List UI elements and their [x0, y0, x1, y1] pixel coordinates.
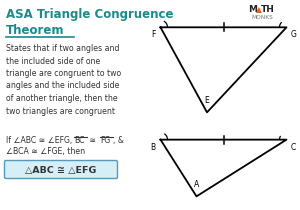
Text: △ABC ≅ △EFG: △ABC ≅ △EFG: [25, 166, 97, 175]
Text: TH: TH: [261, 5, 275, 14]
Text: FG: FG: [100, 136, 110, 145]
Text: BC: BC: [74, 136, 85, 145]
Text: C: C: [290, 143, 296, 152]
Text: M: M: [248, 5, 257, 14]
Text: States that if two angles and
the included side of one
triangle are congruent to: States that if two angles and the includ…: [6, 44, 121, 116]
FancyBboxPatch shape: [4, 160, 118, 178]
Text: ASA Triangle Congruence: ASA Triangle Congruence: [6, 8, 173, 21]
Text: A: A: [194, 180, 199, 189]
Text: F: F: [151, 30, 155, 39]
Text: ∠BCA ≅ ∠FGE, then: ∠BCA ≅ ∠FGE, then: [6, 147, 85, 156]
Text: G: G: [290, 30, 296, 39]
Text: If ∠ABC ≅ ∠EFG,: If ∠ABC ≅ ∠EFG,: [6, 136, 75, 145]
Text: B: B: [150, 143, 155, 152]
Text: ≅: ≅: [87, 136, 98, 145]
Text: MONKS: MONKS: [251, 15, 273, 20]
Text: E: E: [205, 96, 209, 105]
Text: , &: , &: [113, 136, 124, 145]
Text: ▲: ▲: [256, 5, 262, 14]
Text: Theorem: Theorem: [6, 24, 64, 37]
